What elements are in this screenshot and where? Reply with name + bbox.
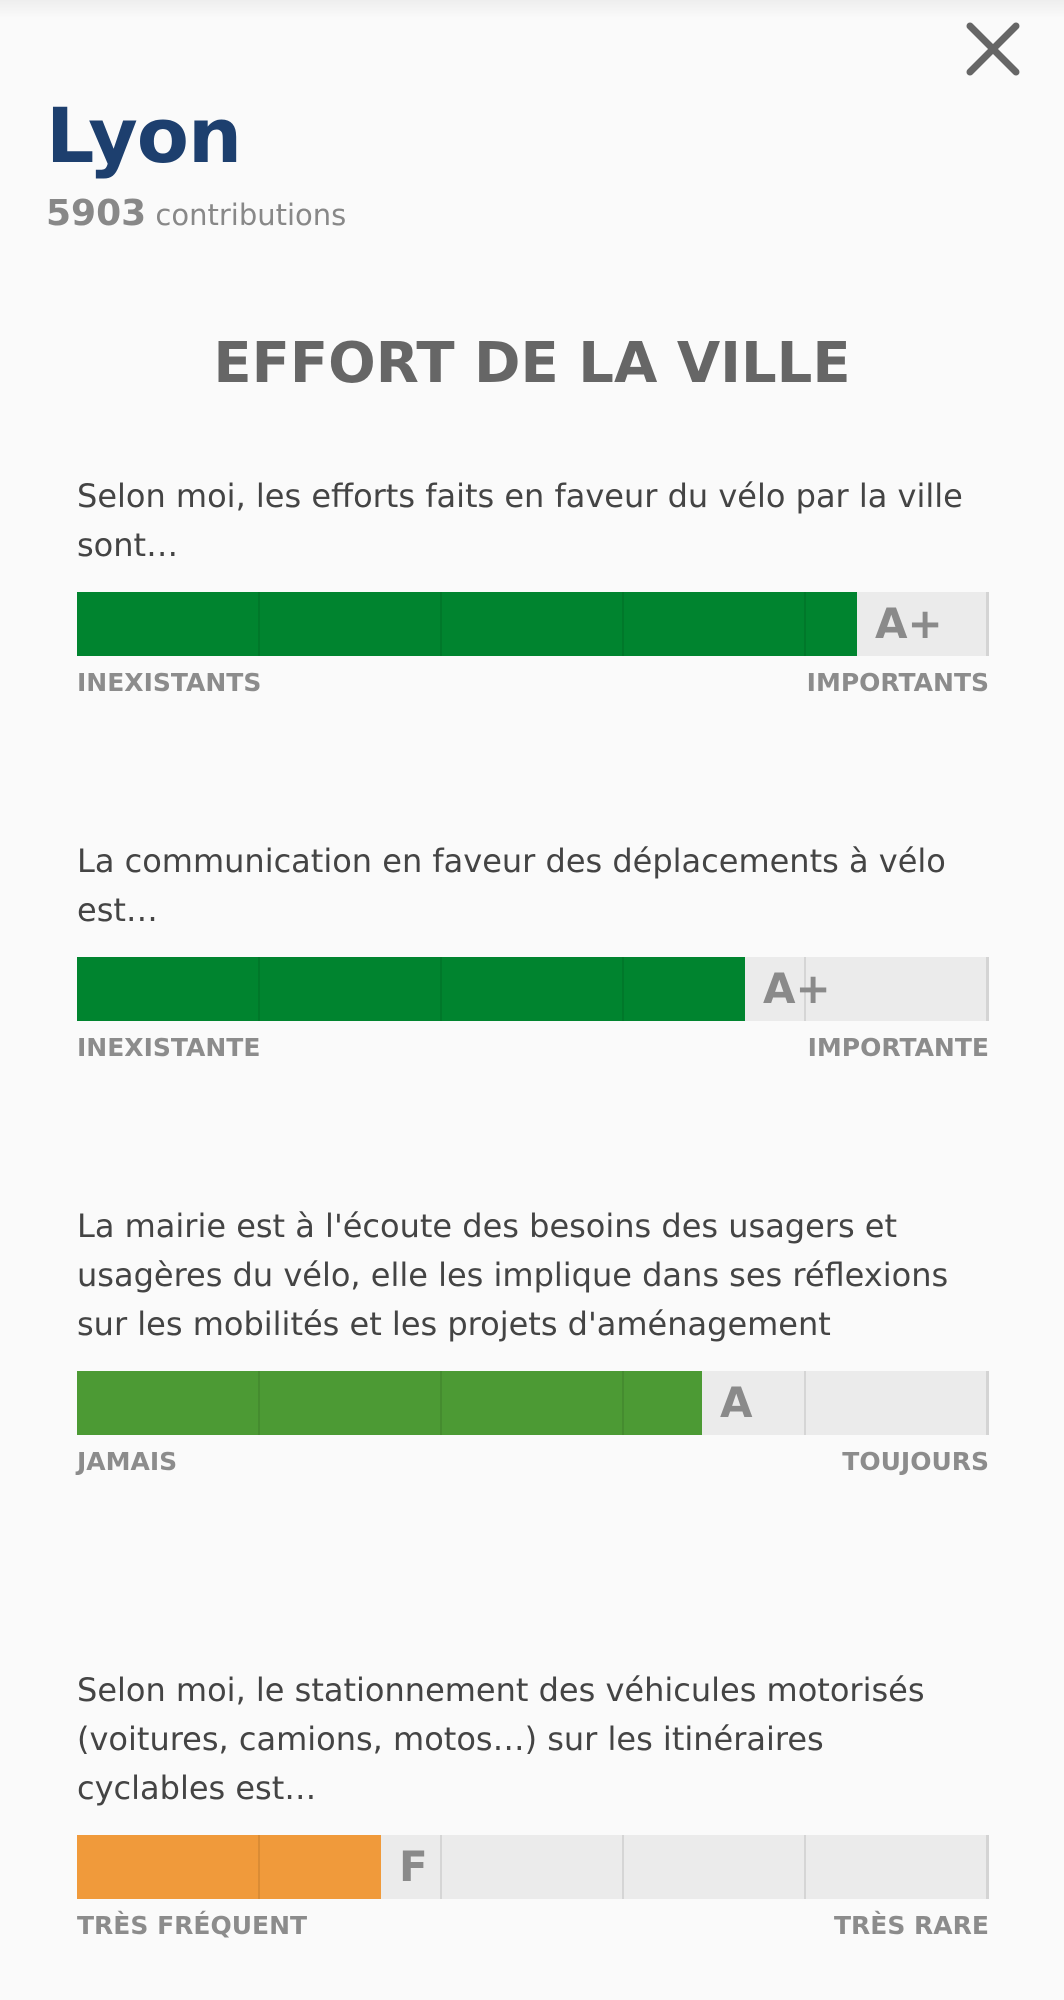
score-bar-end [986,1371,989,1435]
score-bar-divider [622,592,624,656]
scale-labels: INEXISTANTE IMPORTANTE [77,1035,989,1071]
score-bar-divider [258,592,260,656]
scale-labels: INEXISTANTS IMPORTANTS [77,670,989,706]
score-bar-divider [804,592,806,656]
scale-labels: JAMAIS TOUJOURS [77,1449,989,1485]
score-bar-divider [258,1371,260,1435]
question-text: La mairie est à l'écoute des besoins des… [77,1207,949,1343]
score-bar-divider [440,1371,442,1435]
top-shadow [0,0,1064,18]
question-text: Selon moi, les efforts faits en faveur d… [77,477,963,564]
scale-min-label: INEXISTANTE [77,1033,261,1062]
contributions-count: 5903 [46,193,147,234]
scale-max-label: TRÈS RARE [833,1911,989,1940]
score-bar-fill [77,592,857,656]
scale-max-label: TOUJOURS [842,1447,989,1476]
scale-labels: TRÈS FRÉQUENT TRÈS RARE [77,1913,989,1949]
score-bar-end [986,592,989,656]
contributions-label: contributions [155,198,347,232]
scale-min-label: TRÈS FRÉQUENT [77,1911,308,1940]
score-bar-end [986,1835,989,1899]
score-bar-fill [77,1371,702,1435]
question-text: Selon moi, le stationnement des véhicule… [77,1671,925,1807]
score-bar: A+ [77,957,989,1021]
question-text: La communication en faveur des déplaceme… [77,842,946,929]
score-grade: A [720,1378,753,1427]
score-grade: A+ [875,599,943,648]
section-title: EFFORT DE LA VILLE [213,331,851,396]
score-grade: A+ [763,964,831,1013]
score-bar-divider [804,1835,806,1899]
score-grade: F [399,1842,428,1891]
score-bar: F [77,1835,989,1899]
question-block: Selon moi, les efforts faits en faveur d… [77,472,989,706]
close-button[interactable] [958,14,1028,84]
score-bar-divider [258,1835,260,1899]
question-block: La communication en faveur des déplaceme… [77,837,989,1071]
score-bar: A+ [77,592,989,656]
score-bar-divider [622,957,624,1021]
score-bar-divider [258,957,260,1021]
score-bar-divider [622,1371,624,1435]
score-bar-fill [77,957,745,1021]
score-bar-divider [804,1371,806,1435]
scale-max-label: IMPORTANTS [806,668,989,697]
question-block: La mairie est à l'écoute des besoins des… [77,1202,989,1485]
scale-max-label: IMPORTANTE [807,1033,989,1062]
contributions-summary: 5903 contributions [46,196,346,232]
question-block: Selon moi, le stationnement des véhicule… [77,1666,989,1949]
score-bar-divider [440,592,442,656]
score-bar: A [77,1371,989,1435]
score-bar-divider [440,957,442,1021]
city-title: Lyon [46,91,242,180]
score-bar-end [986,957,989,1021]
score-bar-divider [440,1835,442,1899]
scale-min-label: JAMAIS [77,1447,178,1476]
score-bar-fill [77,1835,381,1899]
score-bar-divider [622,1835,624,1899]
scale-min-label: INEXISTANTS [77,668,262,697]
score-bar-divider [804,957,806,1021]
close-icon [966,22,1020,76]
